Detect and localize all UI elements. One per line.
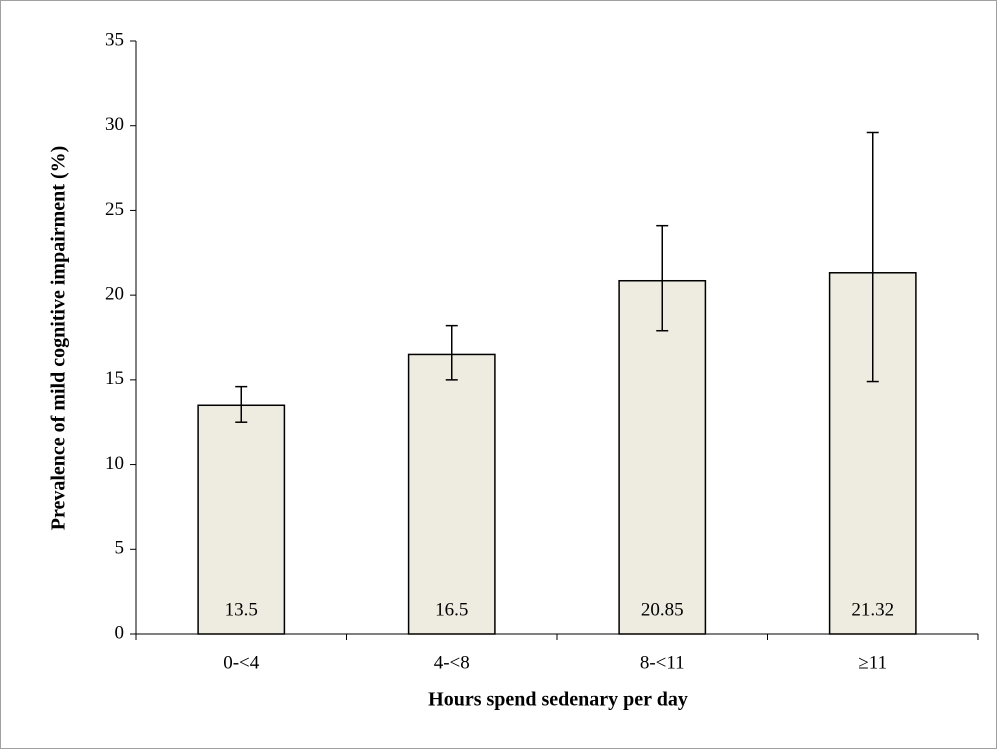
x-axis-title: Hours spend sedenary per day bbox=[428, 689, 688, 711]
bar bbox=[197, 404, 286, 635]
x-tick-label: ≥11 bbox=[858, 652, 887, 673]
y-tick-label: 30 bbox=[105, 114, 124, 135]
y-axis-title: Prevalence of mild cognitive impairment … bbox=[48, 146, 70, 531]
y-tick-label: 5 bbox=[115, 538, 125, 559]
y-tick-label: 35 bbox=[105, 29, 124, 50]
x-tick-label: 4-<8 bbox=[434, 652, 470, 673]
bar bbox=[407, 353, 496, 635]
y-tick-label: 0 bbox=[115, 622, 125, 643]
y-tick-label: 15 bbox=[105, 368, 124, 389]
y-tick-label: 10 bbox=[105, 453, 124, 474]
data-label: 16.5 bbox=[435, 599, 468, 620]
x-tick-label: 8-<11 bbox=[640, 652, 685, 673]
data-label: 20.85 bbox=[641, 599, 684, 620]
y-tick-label: 25 bbox=[105, 199, 124, 220]
data-label: 13.5 bbox=[225, 599, 258, 620]
bar bbox=[618, 279, 707, 635]
y-tick-label: 20 bbox=[105, 284, 124, 305]
data-label: 21.32 bbox=[851, 599, 894, 620]
x-tick-label: 0-<4 bbox=[223, 652, 260, 673]
